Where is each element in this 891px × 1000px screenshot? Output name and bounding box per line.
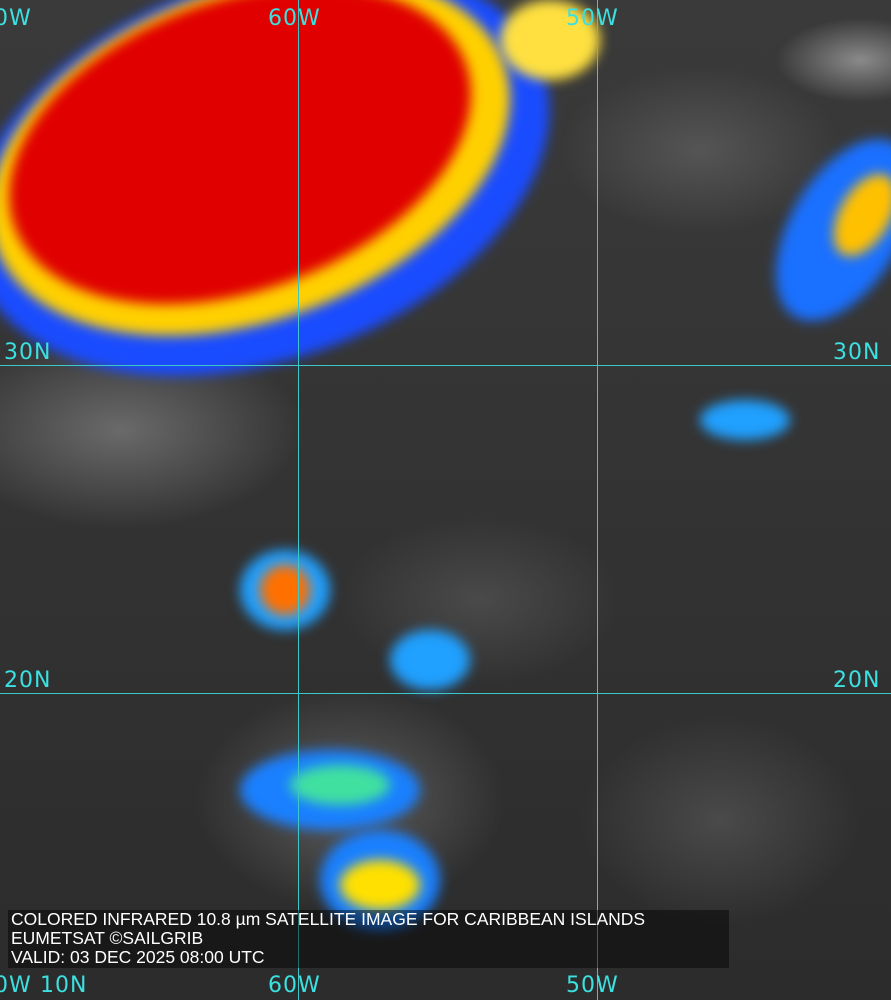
lat-label: 10N [40,973,88,998]
grid-line-50w [597,0,598,1000]
lon-label: 50W [566,6,619,31]
grid-line-60w [298,0,299,1000]
caption-valid-time: VALID: 03 DEC 2025 08:00 UTC [11,947,265,967]
cloud-south-core [340,860,420,910]
lon-label: 0W [0,973,32,998]
caption-source: EUMETSAT ©SAILGRIB [11,928,204,948]
grid-line-30n [0,365,891,366]
grid-line-20n [0,693,891,694]
lat-label: 20N [4,668,52,693]
lat-label: 20N [833,668,881,693]
lon-label: 60W [268,6,321,31]
lon-label: 60W [268,973,321,998]
cloud-cluster-core [260,565,310,615]
cloud-cluster [700,400,790,440]
cloud-cluster [390,630,470,690]
lat-label: 30N [833,340,881,365]
lon-label: 50W [566,973,619,998]
image-caption: COLORED INFRARED 10.8 µm SATELLITE IMAGE… [8,910,729,968]
lon-label: 0W [0,6,32,31]
cloud-south-core [290,765,390,805]
caption-title: COLORED INFRARED 10.8 µm SATELLITE IMAGE… [11,909,646,929]
cloud-top-right [500,0,600,80]
lat-label: 30N [4,340,52,365]
